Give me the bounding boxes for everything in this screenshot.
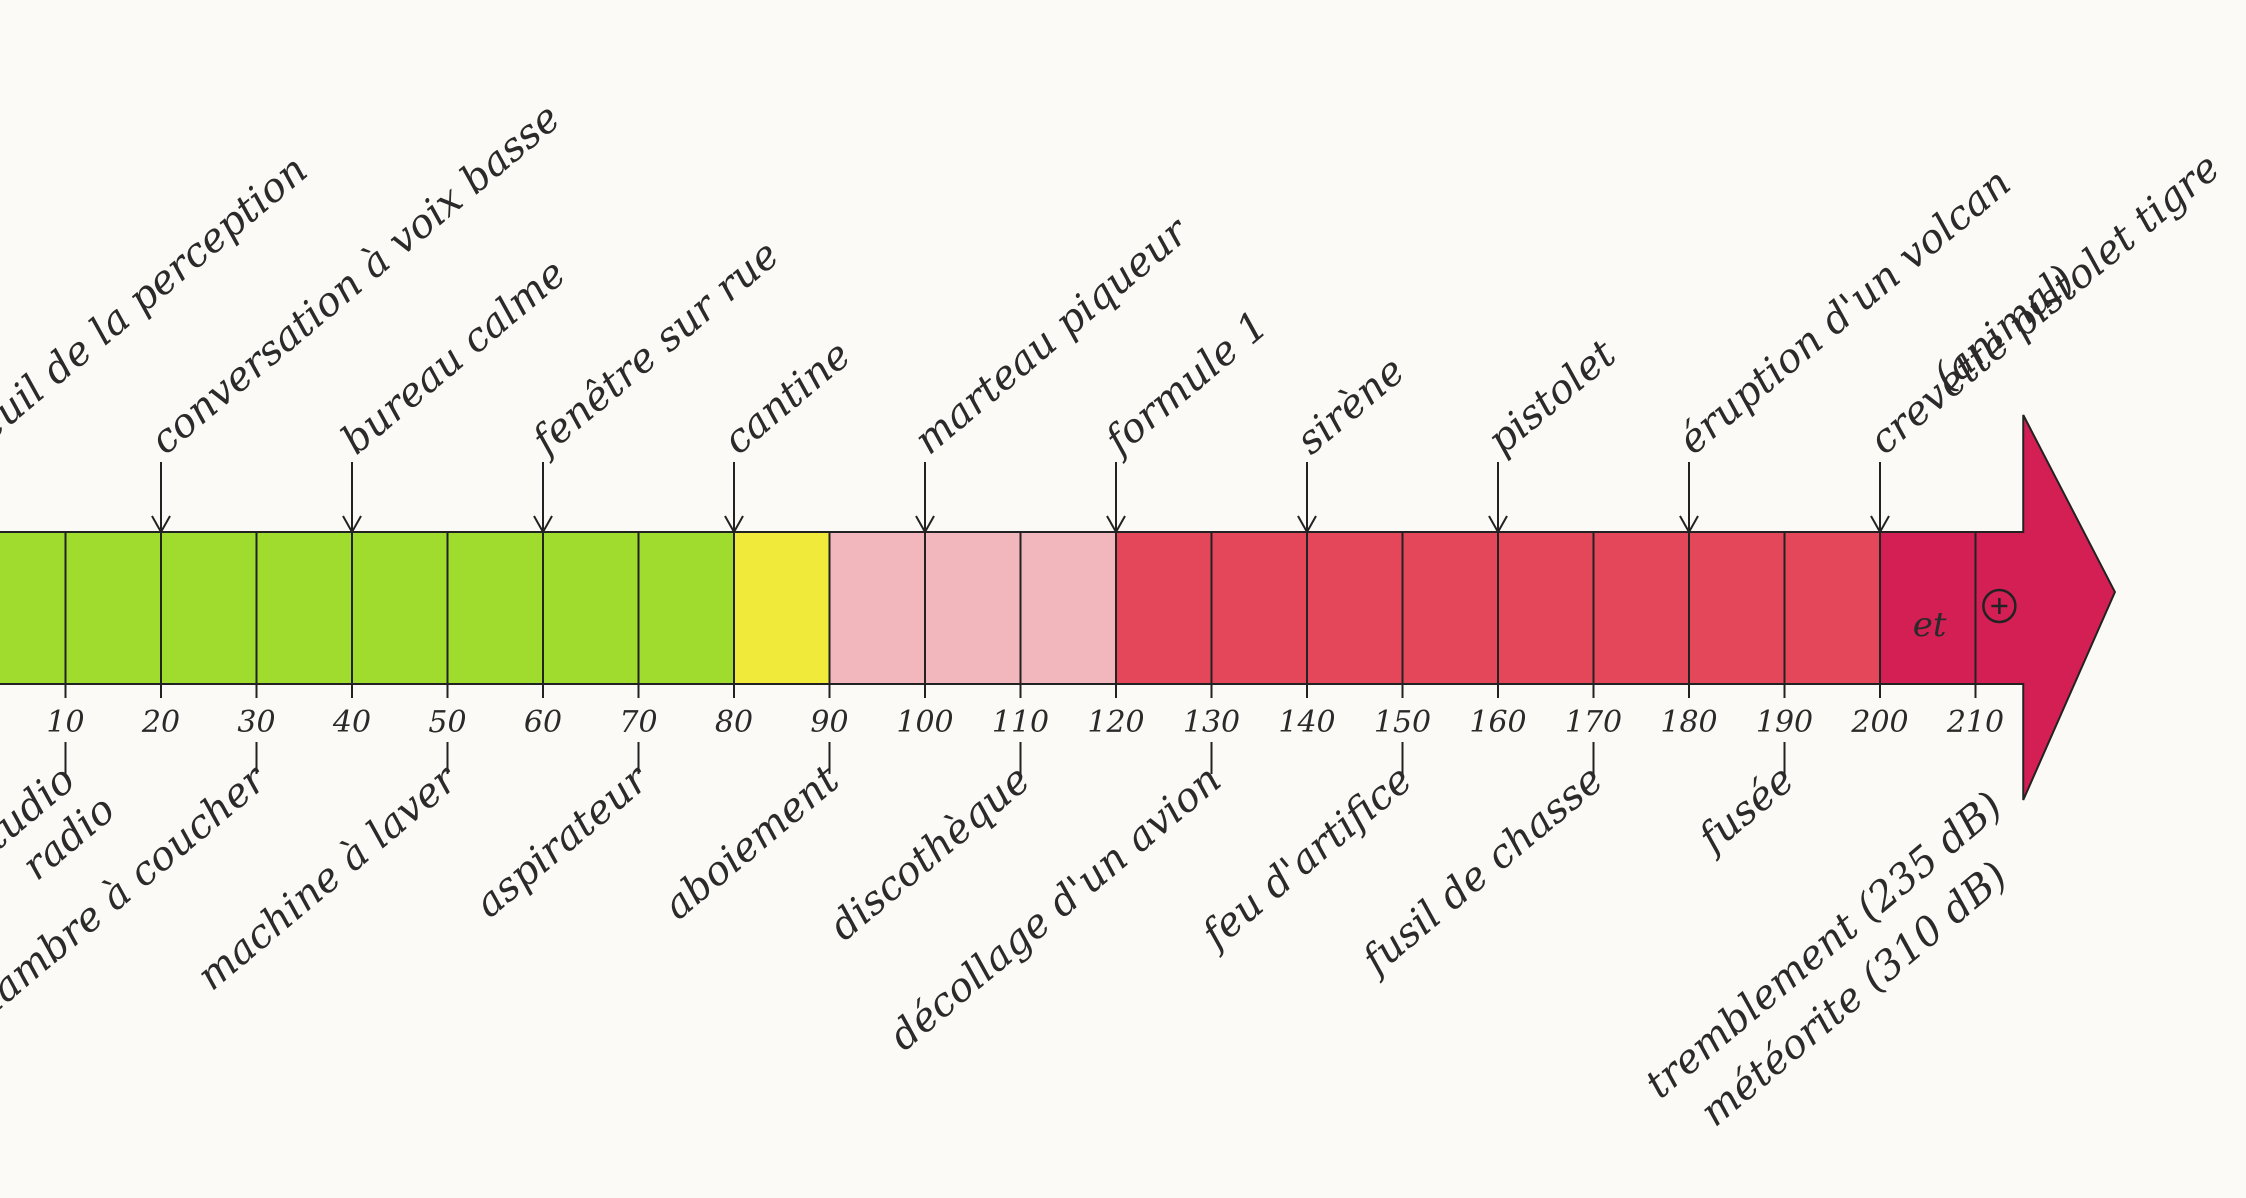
tick-label-120: 120	[1087, 705, 1144, 740]
above-arrowhead-9	[1679, 515, 1699, 535]
bar-cell-140	[1306, 531, 1404, 685]
bar-cell-60	[542, 531, 640, 685]
above-label-4: cantine	[715, 332, 860, 464]
above-label-11: (animal)	[1925, 256, 2083, 399]
above-arrowhead-10	[1870, 515, 1890, 535]
above-arrowhead-1	[151, 515, 171, 535]
tick-label-40: 40	[332, 705, 371, 740]
tick-label-60: 60	[524, 705, 562, 740]
tick-label-20: 20	[141, 705, 180, 740]
tick-label-100: 100	[896, 705, 953, 740]
above-arrowhead-8	[1488, 515, 1508, 535]
bar-cell-20	[160, 531, 258, 685]
above-arrowhead-4	[724, 515, 744, 535]
tick-label-210: 210	[1946, 705, 2004, 740]
tick-label-110: 110	[992, 705, 1049, 740]
bar-cell-150	[1401, 531, 1499, 685]
bar-cell-130	[1210, 531, 1308, 685]
above-label-8: pistolet	[1479, 330, 1625, 463]
bar-cell-180	[1688, 531, 1786, 685]
below-label-4: aspirateur	[466, 755, 659, 927]
arrowhead	[1879, 414, 2117, 801]
tick-label-140: 140	[1278, 705, 1335, 740]
plus-circle-icon	[1982, 588, 2017, 624]
below-label-5: aboiement	[655, 756, 849, 929]
tick-label-50: 50	[428, 705, 466, 740]
scale-arrowhead	[1879, 414, 2117, 801]
scale-bar	[0, 531, 1881, 685]
bar-cell-40	[351, 531, 449, 685]
below-label-11: tremblement (235 dB)	[1637, 783, 2012, 1108]
bar-cell-170	[1592, 531, 1690, 685]
bar-cell-100	[924, 531, 1022, 685]
tick-label-10: 10	[46, 705, 84, 740]
above-label-9: éruption d'un volcan	[1670, 160, 2020, 464]
tick-label-200: 200	[1850, 705, 1908, 740]
tick-label-180: 180	[1660, 705, 1717, 740]
bar-cell-90	[828, 531, 926, 685]
bar-cell-70	[637, 531, 735, 685]
bar-cell-30	[255, 531, 353, 685]
above-arrowhead-3	[533, 515, 553, 535]
tick-label-130: 130	[1183, 705, 1240, 740]
end-annotation: et	[1913, 588, 2017, 645]
below-label-7: décollage d'un avion	[881, 756, 1230, 1059]
bar-cell-50	[446, 531, 544, 685]
bar-cell-110	[1019, 531, 1117, 685]
above-arrowhead-2	[342, 515, 362, 535]
bar-cell-0	[0, 531, 67, 685]
above-arrowhead-6	[1106, 515, 1126, 535]
above-arrowhead-7	[1297, 515, 1317, 535]
tick-label-190: 190	[1756, 705, 1813, 740]
below-label-10: fusée	[1688, 756, 1803, 863]
tick-label-80: 80	[715, 705, 753, 740]
tick-label-30: 30	[237, 705, 275, 740]
bar-cell-80	[733, 531, 831, 685]
bar-cell-120	[1115, 531, 1213, 685]
tick-label-170: 170	[1565, 705, 1622, 740]
bar-cell-160	[1497, 531, 1595, 685]
tick-label-160: 160	[1469, 705, 1526, 740]
above-label-7: sirène	[1288, 348, 1414, 464]
tick-label-150: 150	[1374, 705, 1431, 740]
scale-ticks: 10 20 30 40 50 60 70 80 90 100 110 120 130 140 150 160 1…	[46, 684, 2004, 740]
above-label-6: formule 1	[1095, 302, 1277, 465]
above-arrowhead-5	[915, 515, 935, 535]
bar-cell-190	[1783, 531, 1881, 685]
et-label: et	[1913, 605, 1947, 645]
tick-label-70: 70	[619, 705, 657, 740]
bar-cell-10	[64, 531, 162, 685]
tick-label-90: 90	[810, 705, 848, 740]
